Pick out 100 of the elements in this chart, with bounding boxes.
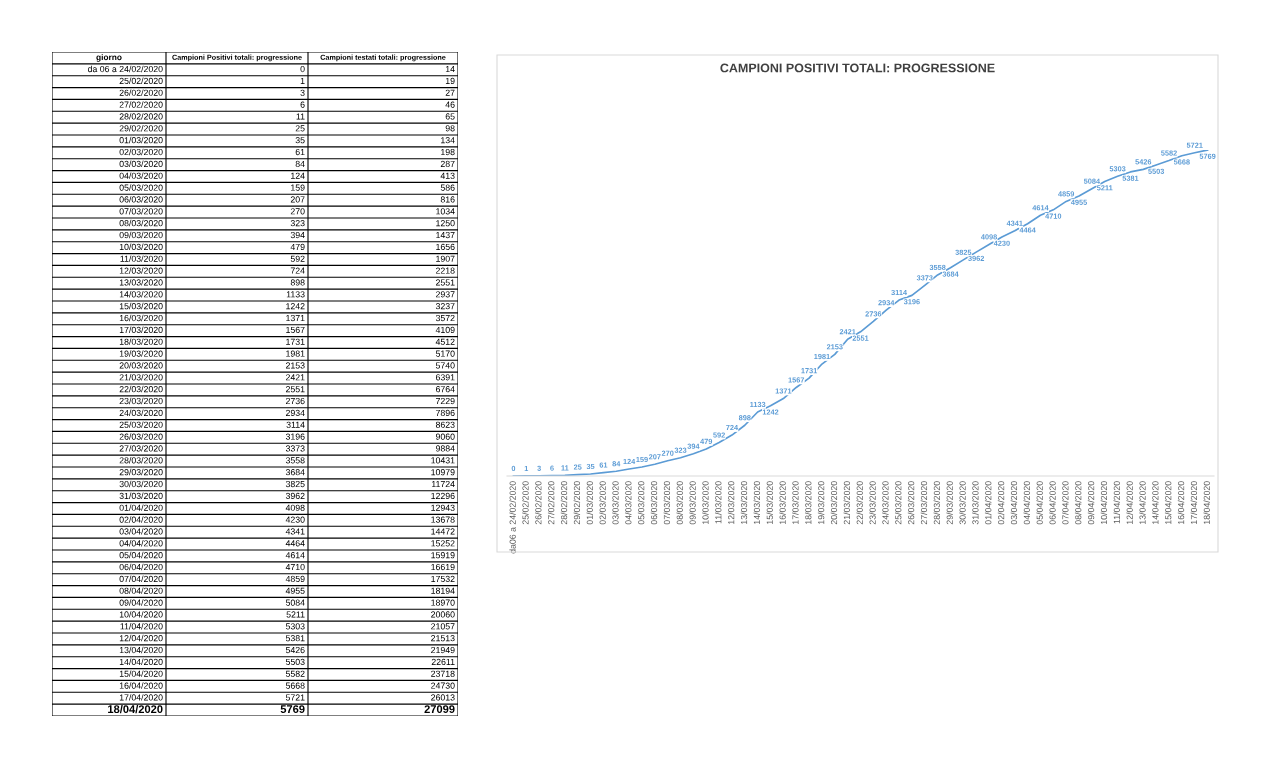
data-label: 10431	[431, 457, 455, 464]
data-label: 586	[440, 184, 455, 191]
data-label: 1250	[436, 220, 455, 227]
x-tick-label: 01/03/2020	[586, 481, 593, 525]
data-label: 4859	[285, 575, 305, 582]
chart-title: CAMPIONI POSITIVI TOTALI: PROGRESSIONE	[720, 63, 995, 73]
data-label: 2937	[435, 291, 455, 298]
x-tick-label: 17/03/2020	[792, 481, 799, 524]
category-label: 15/04/2020	[119, 670, 163, 677]
data-label: 1437	[436, 231, 455, 239]
x-tick-label: 21/03/2020	[843, 481, 850, 525]
data-label: 2421	[285, 374, 305, 381]
category-label: 16/04/2020	[119, 682, 163, 689]
category-label: 09/04/2020	[119, 599, 163, 606]
x-tick-label: 18/04/2020	[1203, 481, 1210, 524]
x-tick-label: 27/02/2020	[547, 481, 555, 525]
category-label: 01/04/2020	[119, 504, 163, 511]
data-label: 9060	[435, 433, 455, 440]
text: giorno	[96, 54, 122, 62]
category-label: 23/03/2020	[119, 397, 163, 405]
x-tick-label: 25/02/2020	[522, 481, 529, 525]
category-label: 14/03/2020	[119, 290, 163, 298]
x-tick-label: 23/03/2020	[869, 481, 876, 525]
x-tick-label: 12/04/2020	[1126, 481, 1133, 524]
data-label: 2934	[285, 409, 305, 416]
x-tick-label: 06/03/2020	[650, 481, 658, 525]
data-label: 3237	[435, 303, 455, 310]
x-tick-label: 04/03/2020	[625, 481, 632, 525]
x-tick-label: 26/03/2020	[907, 481, 915, 525]
category-label: 17/04/2020	[119, 694, 163, 701]
data-label: 3373	[285, 445, 305, 452]
data-label: 6764	[435, 386, 455, 393]
data-label: 3196	[285, 433, 305, 440]
data-label: 3684	[285, 469, 305, 476]
x-tick-label: 07/03/2020	[663, 481, 671, 525]
category-label: 06/04/2020	[119, 563, 163, 571]
data-label: 724	[290, 267, 305, 274]
data-label: 287	[440, 160, 455, 167]
category-label: 03/04/2020	[119, 528, 163, 535]
category-label: 01/03/2020	[119, 136, 163, 144]
x-tick-label: 13/04/2020	[1139, 481, 1146, 524]
x-tick-label: 25/03/2020	[894, 481, 902, 525]
x-tick-label: 14/04/2020	[1152, 481, 1159, 524]
data-label: 10979	[431, 469, 455, 476]
x-tick-label: 29/03/2020	[946, 481, 953, 525]
data-label: 1371	[286, 314, 305, 322]
data-label: 16619	[431, 563, 455, 571]
category-label: 29/03/2020	[119, 468, 163, 476]
x-tick-label: 26/02/2020	[535, 481, 542, 525]
data-label: 13678	[431, 516, 455, 523]
category-label: 04/04/2020	[119, 539, 163, 547]
data-label: 592	[290, 255, 305, 262]
data-label: 27099	[424, 705, 455, 714]
x-tick-label: 15/04/2020	[1164, 481, 1172, 524]
data-label: 7896	[435, 409, 455, 416]
category-label: 26/03/2020	[119, 433, 163, 440]
data-label: 134	[441, 137, 455, 144]
category-label: 03/03/2020	[119, 160, 163, 167]
data-label: 98	[445, 125, 455, 132]
x-tick-label: 27/03/2020	[920, 481, 928, 525]
x-tick-label: 29/02/2020	[573, 481, 581, 525]
data-label: 65	[445, 113, 455, 120]
category-label: 28/02/2020	[119, 113, 163, 120]
data-label: 270	[290, 208, 305, 215]
x-tick-label: 01/04/2020	[984, 481, 992, 525]
x-tick-label: 03/03/2020	[612, 481, 619, 525]
category-label: 10/03/2020	[119, 243, 163, 250]
data-label: 323	[290, 220, 305, 227]
data-label: 11724	[431, 480, 455, 488]
x-tick-label: 13/03/2020	[740, 481, 748, 524]
data-label: 5503	[285, 658, 305, 665]
data-label: 4614	[285, 552, 305, 559]
category-label: 17/03/2020	[119, 326, 163, 333]
category-label: 20/03/2020	[119, 362, 163, 369]
data-label: 1	[300, 77, 305, 84]
category-label: 05/03/2020	[119, 184, 163, 191]
x-tick-label: 08/03/2020	[676, 481, 683, 525]
data-label: 3	[300, 89, 305, 96]
data-label: 1034	[436, 208, 455, 215]
data-label: 3558	[285, 457, 305, 464]
data-label: 12296	[431, 492, 455, 499]
category-label: 26/02/2020	[119, 89, 163, 96]
category-label: 05/04/2020	[119, 551, 163, 559]
x-tick-label: 04/04/2020	[1023, 481, 1030, 525]
x-tick-label: 18/03/2020	[805, 481, 812, 524]
data-label: 18194	[431, 587, 455, 594]
category-label: 10/04/2020	[119, 611, 163, 618]
category-label: 12/03/2020	[119, 267, 163, 274]
data-label: 18970	[431, 599, 455, 606]
category-label: 16/03/2020	[119, 314, 163, 322]
x-tick-label: 12/03/2020	[727, 481, 735, 524]
data-label: 1656	[436, 243, 455, 250]
data-label: 5668	[285, 682, 305, 689]
category-label: 18/03/2020	[119, 338, 163, 345]
data-label: 1133	[286, 291, 305, 298]
data-label: 5170	[435, 350, 455, 357]
x-tick-label: 11/03/2020	[715, 481, 722, 524]
data-label: 5740	[435, 362, 455, 369]
data-label: 3114	[286, 421, 305, 428]
category-label: 02/03/2020	[119, 148, 163, 156]
